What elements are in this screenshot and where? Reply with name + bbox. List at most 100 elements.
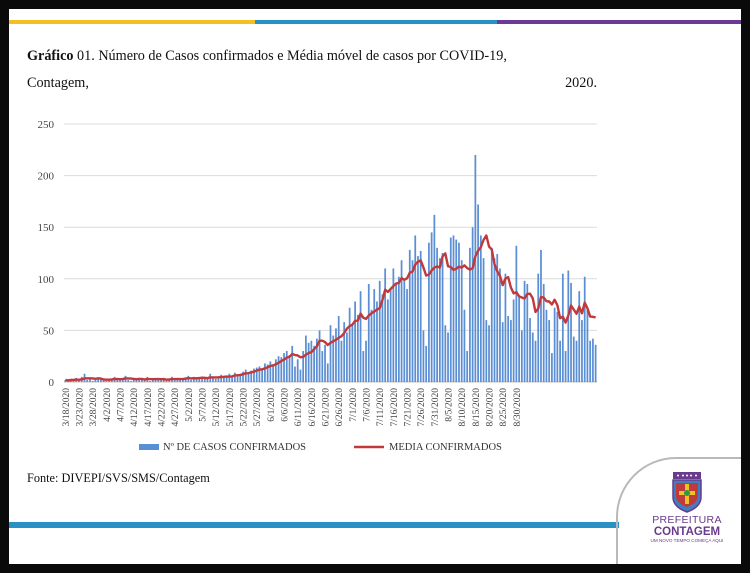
- bar: [449, 237, 452, 382]
- bar: [165, 380, 168, 382]
- top-band-purple: [497, 20, 741, 24]
- bar: [586, 309, 589, 382]
- x-axis-ticks: 3/18/2020 3/23/2020 3/28/2020 4/2/2020 4/7/2…: [62, 388, 523, 427]
- bar: [381, 294, 384, 382]
- bar: [510, 320, 512, 382]
- bar: [501, 322, 504, 382]
- bar: [534, 340, 537, 382]
- bar: [212, 377, 214, 382]
- x-tick-label: 8/25/2020: [499, 388, 509, 427]
- bar: [545, 309, 548, 382]
- bar: [173, 378, 176, 382]
- x-tick-label: 7/31/2020: [431, 388, 441, 427]
- bar: [201, 376, 203, 382]
- bar: [531, 332, 534, 382]
- bar: [335, 328, 337, 382]
- bar: [132, 378, 135, 382]
- y-tick-label: 50: [43, 325, 55, 337]
- bar: [422, 330, 425, 382]
- bar: [296, 359, 299, 382]
- x-tick-label: 4/17/2020: [144, 388, 154, 427]
- bar: [302, 351, 305, 382]
- prefeitura-logo: PREFEITURA CONTAGEM UM NOVO TEMPO COMEÇA…: [637, 471, 737, 544]
- y-tick-label: 0: [49, 377, 55, 389]
- title-line2-left: Contagem,: [27, 75, 89, 91]
- bar: [321, 351, 324, 382]
- bar: [523, 280, 526, 382]
- bar: [288, 355, 291, 382]
- x-tick-label: 5/2/2020: [185, 388, 195, 422]
- bar: [403, 280, 406, 382]
- bar: [354, 301, 356, 382]
- bar: [570, 282, 572, 382]
- bar: [343, 322, 346, 382]
- y-tick-label: 100: [38, 274, 55, 286]
- bar: [272, 365, 274, 382]
- x-tick-label: 5/17/2020: [226, 388, 236, 427]
- bar: [376, 301, 378, 382]
- bar: [493, 258, 496, 382]
- x-tick-label: 7/6/2020: [363, 388, 373, 422]
- bar: [362, 351, 365, 382]
- bar: [86, 379, 89, 382]
- bar: [433, 214, 436, 382]
- bar: [100, 378, 102, 382]
- bar: [559, 340, 561, 382]
- bar: [346, 332, 348, 382]
- bar: [482, 258, 485, 382]
- bar: [365, 340, 367, 382]
- bar: [162, 378, 165, 382]
- x-tick-label: 5/12/2020: [212, 388, 222, 427]
- x-tick-label: 7/11/2020: [376, 388, 386, 426]
- bar: [378, 280, 381, 382]
- bar: [389, 289, 392, 382]
- bar: [455, 239, 458, 382]
- coat-of-arms-icon: [672, 472, 702, 513]
- bar: [135, 379, 138, 382]
- bar: [160, 379, 162, 382]
- bar: [520, 330, 523, 382]
- bar: [283, 353, 285, 382]
- bar: [469, 247, 471, 382]
- bar: [291, 345, 294, 382]
- x-tick-label: 5/27/2020: [253, 388, 263, 427]
- x-tick-label: 3/23/2020: [76, 388, 86, 427]
- bar: [305, 335, 307, 382]
- bar: [400, 260, 403, 382]
- legend-label-average: MEDIA CONFIRMADOS: [389, 442, 502, 453]
- x-tick-label: 6/26/2020: [335, 388, 345, 427]
- bar: [438, 258, 441, 382]
- bar: [285, 351, 288, 382]
- y-tick-label: 250: [38, 119, 55, 131]
- bar: [551, 353, 553, 382]
- bar: [97, 377, 100, 382]
- bar: [130, 380, 132, 382]
- bar: [507, 315, 510, 382]
- bar: [556, 311, 559, 382]
- bar: [247, 372, 250, 382]
- x-tick-label: 4/27/2020: [171, 388, 181, 427]
- x-tick-label: 6/6/2020: [281, 388, 291, 422]
- bar: [553, 307, 556, 382]
- bar: [392, 268, 395, 382]
- bar: [110, 379, 113, 382]
- bar: [578, 291, 581, 382]
- bar: [348, 307, 351, 382]
- bar: [496, 254, 499, 382]
- bar: [515, 245, 518, 382]
- x-tick-label: 4/7/2020: [117, 388, 127, 422]
- x-tick-label: 8/10/2020: [458, 388, 468, 427]
- bar: [294, 366, 296, 382]
- bar: [280, 357, 283, 382]
- bar: [236, 374, 239, 382]
- bar: [463, 309, 466, 382]
- bar: [581, 320, 583, 382]
- slide: Gráfico 01. Número de Casos confirmados …: [9, 9, 741, 564]
- title-bold: Gráfico: [27, 48, 74, 64]
- bar: [223, 377, 225, 382]
- x-tick-label: 7/21/2020: [404, 388, 414, 427]
- x-tick-label: 8/30/2020: [513, 388, 523, 427]
- bar: [198, 377, 201, 382]
- legend-label-cases: Nº DE CASOS CONFIRMADOS: [163, 442, 306, 453]
- title-line2-right: 2020.: [565, 75, 597, 91]
